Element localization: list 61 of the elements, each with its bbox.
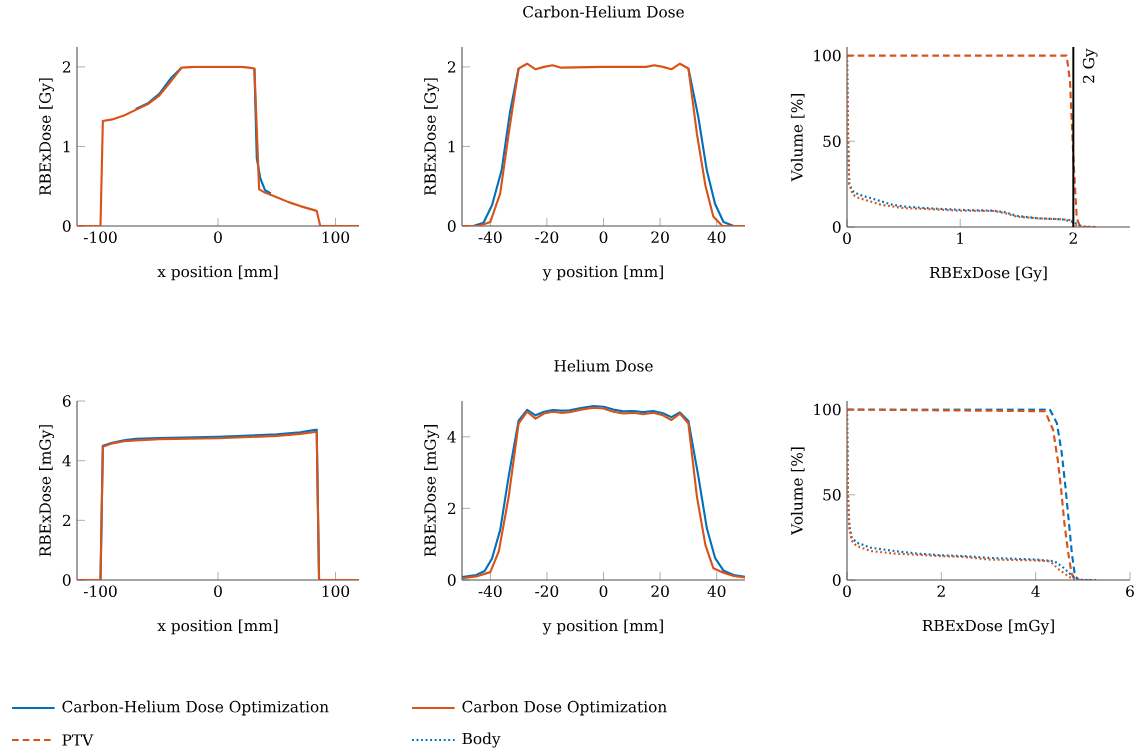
x-tick-label: 0: [214, 231, 222, 243]
x-tick-label: -40: [478, 585, 502, 597]
x-tick-label: 40: [707, 585, 726, 597]
y-tick-label: 0: [832, 221, 841, 233]
y-axis-title: RBExDose [Gy]: [424, 78, 440, 196]
legend-label: PTV: [62, 734, 94, 746]
y-tick-label: 1: [63, 140, 70, 153]
y-axis-title: RBExDose [Gy]: [38, 78, 55, 196]
x-tick-label: 0: [599, 585, 608, 597]
x-tick-label: -20: [535, 585, 559, 597]
y-tick-label: 4: [62, 454, 71, 467]
x-tick-label: 6: [1126, 585, 1134, 597]
x-tick-label: -100: [83, 585, 117, 597]
y-tick-label: 4: [447, 431, 456, 443]
y-tick-label: 1: [448, 140, 455, 153]
x-tick-label: 20: [651, 585, 669, 597]
x-tick-label: 2: [1069, 232, 1077, 244]
y-tick-label: 100: [814, 403, 841, 416]
y-tick-label: 6: [62, 395, 71, 407]
x-tick-label: 100: [322, 231, 350, 243]
x-tick-label: -100: [83, 231, 117, 243]
chart-title: Carbon-Helium Dose: [523, 5, 684, 18]
x-tick-label: -20: [535, 231, 559, 243]
y-tick-label: 0: [62, 220, 71, 232]
y-axis-title: RBExDose [mGy]: [424, 425, 440, 557]
x-tick-label: 40: [707, 231, 726, 243]
x-tick-label: 0: [843, 232, 851, 244]
y-tick-label: 0: [62, 574, 71, 586]
chart-title: Helium Dose: [554, 359, 653, 372]
x-tick-label: 1: [957, 232, 963, 244]
legend-label: Carbon-Helium Dose Optimization: [62, 700, 329, 716]
x-axis-title: x position [mm]: [157, 265, 278, 281]
y-tick-label: 50: [823, 135, 841, 148]
x-tick-label: 20: [651, 231, 669, 243]
legend-label: Carbon Dose Optimization: [462, 700, 667, 716]
x-axis-title: y position [mm]: [542, 619, 663, 635]
y-tick-label: 2: [62, 514, 71, 527]
x-tick-label: 100: [322, 585, 350, 597]
x-axis-title: RBExDose [mGy]: [922, 619, 1054, 635]
y-tick-label: 50: [823, 488, 841, 501]
x-tick-label: 0: [214, 585, 222, 597]
x-axis-title: y position [mm]: [542, 265, 663, 281]
y-tick-label: 2: [447, 502, 456, 515]
x-tick-label: 0: [843, 585, 851, 597]
y-tick-label: 100: [814, 49, 841, 62]
x-axis-title: x position [mm]: [157, 619, 278, 635]
x-tick-label: 2: [937, 585, 945, 597]
y-axis-title: Volume [%]: [790, 93, 805, 182]
y-tick-label: 2: [447, 61, 456, 73]
x-tick-label: 4: [1031, 585, 1040, 597]
y-tick-label: 0: [447, 574, 456, 586]
x-tick-label: -40: [478, 231, 502, 243]
y-axis-title: RBExDose [mGy]: [38, 425, 55, 557]
ref-line-label: 2 Gy: [1082, 48, 1098, 83]
y-tick-label: 2: [62, 61, 71, 73]
y-tick-label: 0: [832, 574, 841, 586]
legend-label: Body: [462, 732, 501, 748]
x-tick-label: 0: [599, 231, 608, 243]
x-axis-title: RBExDose [Gy]: [929, 266, 1047, 282]
y-axis-title: Volume [%]: [790, 447, 805, 535]
y-tick-label: 0: [447, 220, 456, 232]
